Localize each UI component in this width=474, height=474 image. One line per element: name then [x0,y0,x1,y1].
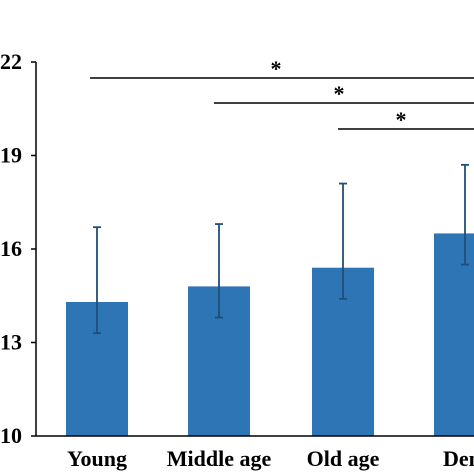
significance-star-1: * [271,56,282,81]
x-category-label: Young [67,446,127,471]
error-bars [93,163,469,335]
y-tick-label: 22 [0,49,22,74]
bar-4 [434,233,474,436]
y-axis: 10 13 16 19 22 [0,49,37,448]
significance-star-3: * [396,107,407,132]
x-category-label: Middle age [167,446,272,471]
y-tick-label: 16 [0,236,22,261]
y-tick-label: 19 [0,143,22,168]
significance-star-2: * [334,81,345,106]
x-category-label: Old age [307,446,380,471]
significance-brackets: * * * [90,56,474,132]
y-tick-label: 13 [0,330,22,355]
x-axis: Young Middle age Old age Dem [36,435,474,471]
bars [66,233,474,436]
x-category-label: Dem [443,446,474,471]
y-tick-label: 10 [0,423,22,448]
